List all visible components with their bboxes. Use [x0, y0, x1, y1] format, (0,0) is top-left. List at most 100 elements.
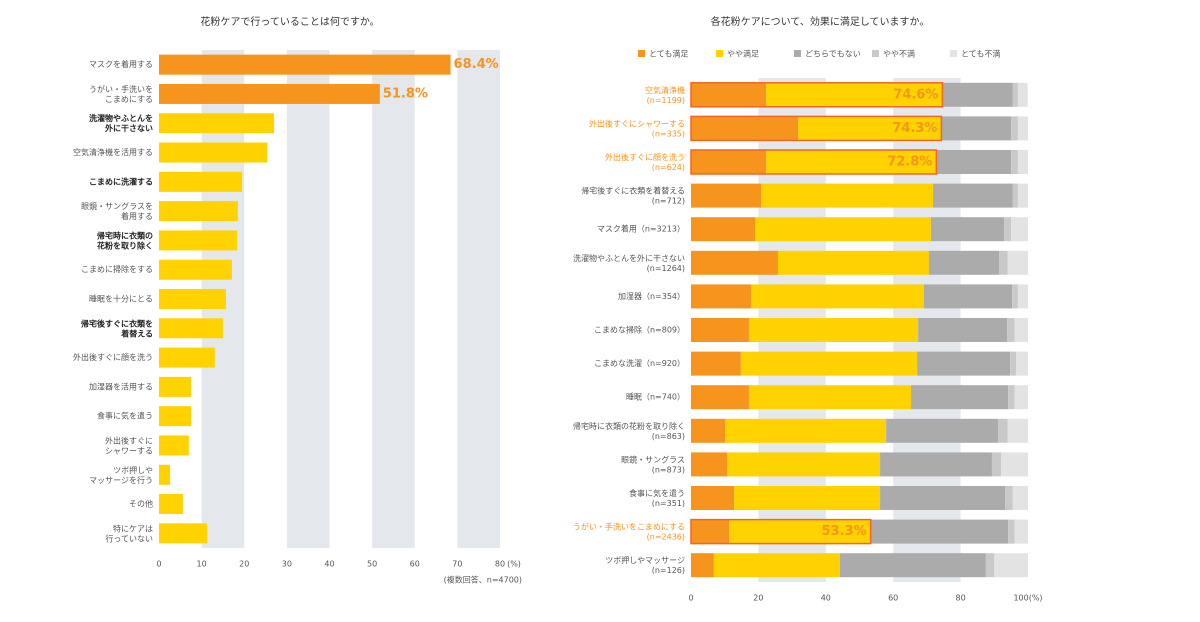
bar-segment: [1011, 217, 1028, 242]
highlight-outline: [690, 518, 872, 545]
bar-segment: [1007, 250, 1028, 275]
bar-segment: [748, 385, 912, 410]
bar-segment: [750, 284, 924, 309]
bar-segment: [1011, 116, 1018, 141]
bar-segment: [1017, 150, 1028, 174]
category-label: 帰宅時に衣類の花粉を取り除く: [97, 230, 153, 250]
category-label: 眼鏡・サングラス(n=873): [621, 454, 685, 474]
note: (複数回答、n=4700): [444, 575, 522, 585]
bar: [159, 54, 451, 75]
x-tick-label: 40: [324, 560, 334, 569]
bar-segment: [777, 250, 929, 275]
bar-segment: [1012, 486, 1028, 510]
bar-segment: [729, 519, 871, 544]
bar-segment: [1007, 318, 1015, 342]
bar-segment: [994, 553, 1028, 578]
bar-segment: [918, 318, 1008, 342]
bar: [159, 113, 275, 134]
bar-segment: [1012, 82, 1018, 107]
bar-segment: [941, 116, 1012, 141]
bar-segment: [911, 385, 1009, 410]
bar-segment: [998, 418, 1008, 443]
bar: [159, 464, 171, 485]
bar: [159, 318, 223, 339]
bar-segment: [930, 217, 1005, 242]
value-label: 68.4%: [454, 57, 499, 72]
category-label: 食事に気を遣う(n=351): [629, 488, 685, 508]
bar-segment: [880, 486, 1006, 510]
bar-segment: [870, 519, 1009, 544]
x-tick-label: 60: [888, 594, 898, 603]
bar-segment: [691, 351, 741, 376]
bar-segment: [886, 418, 999, 443]
category-label: 外出後すぐに顔を洗う: [73, 352, 153, 362]
x-tick-label: 40: [821, 594, 831, 603]
category-label: ツボ押しやマッサージを行う: [89, 464, 153, 484]
grid-band: [372, 50, 415, 548]
x-tick-label: 80: [495, 560, 505, 569]
bar-segment: [1007, 418, 1028, 443]
bar-segment: [734, 486, 881, 510]
x-tick-label: 30: [282, 560, 292, 569]
category-label: 加湿器を活用する: [89, 381, 153, 391]
bar: [159, 171, 243, 192]
legend-label: とても満足: [649, 50, 688, 59]
bar-segment: [691, 486, 735, 510]
category-label: 外出後すぐにシャワーする: [105, 435, 153, 455]
bar: [159, 406, 191, 427]
bar-segment: [1012, 183, 1018, 208]
bar-segment: [991, 452, 1002, 477]
highlight-label: 53.3%: [822, 524, 867, 539]
category-label: ツボ押しやマッサージ(n=126): [605, 555, 685, 575]
bar-segment: [1014, 385, 1028, 410]
category-label: 帰宅時に衣類の花粉を取り除く(n=863): [573, 420, 685, 440]
bar-segment: [725, 418, 887, 443]
bar-segment: [691, 519, 730, 544]
bar-segment: [1017, 116, 1028, 141]
bar-segment: [1010, 351, 1017, 376]
bar: [159, 289, 226, 309]
x-tick-label: 60: [410, 560, 420, 569]
bar-segment: [691, 418, 726, 443]
x-tick-label: 0: [156, 560, 161, 569]
category-label: マスクを着用する: [89, 59, 153, 69]
x-tick-label: 20: [753, 594, 763, 603]
category-label: 帰宅後すぐに衣類を着替える: [81, 318, 153, 338]
bar: [159, 230, 238, 251]
grid-band: [457, 50, 500, 548]
bar-segment: [691, 385, 749, 410]
bar-segment: [1012, 284, 1018, 309]
category-label: その他: [129, 499, 153, 509]
bar-segment: [766, 150, 937, 174]
category-label: うがい・手洗いをこまめにする(n=2436): [573, 521, 685, 541]
bar-segment: [748, 318, 919, 342]
bar-segment: [1017, 82, 1028, 107]
highlight-label: 72.8%: [887, 155, 932, 170]
category-label: 空気清浄機を活用する: [73, 147, 153, 157]
highlight-outline: [690, 82, 944, 108]
legend-swatch: [872, 50, 879, 57]
bar-segment: [691, 82, 767, 107]
x-tick-label: 0: [688, 594, 693, 603]
bar-segment: [1016, 351, 1028, 376]
category-label: 空気清浄機(n=1199): [645, 84, 685, 104]
bar-segment: [1005, 486, 1013, 510]
bar-segment: [691, 150, 767, 174]
bar-segment: [1014, 318, 1028, 342]
bar: [159, 376, 191, 397]
bar: [159, 523, 208, 544]
bar-segment: [691, 250, 778, 275]
bar: [159, 83, 380, 104]
bar-segment: [1008, 385, 1015, 410]
bar-segment: [1008, 519, 1015, 544]
category-label: 洗濯物やふとんを外に干さない: [89, 113, 153, 133]
category-label: 眼鏡・サングラスを着用する: [81, 201, 153, 221]
bar: [159, 435, 189, 456]
value-label: 51.8%: [383, 86, 428, 101]
highlight-label: 74.6%: [893, 87, 938, 102]
bar-segment: [691, 217, 756, 242]
bar-segment: [691, 318, 749, 342]
category-label: 食事に気を遣う: [97, 411, 153, 421]
category-label: こまめに掃除をする: [81, 264, 153, 274]
